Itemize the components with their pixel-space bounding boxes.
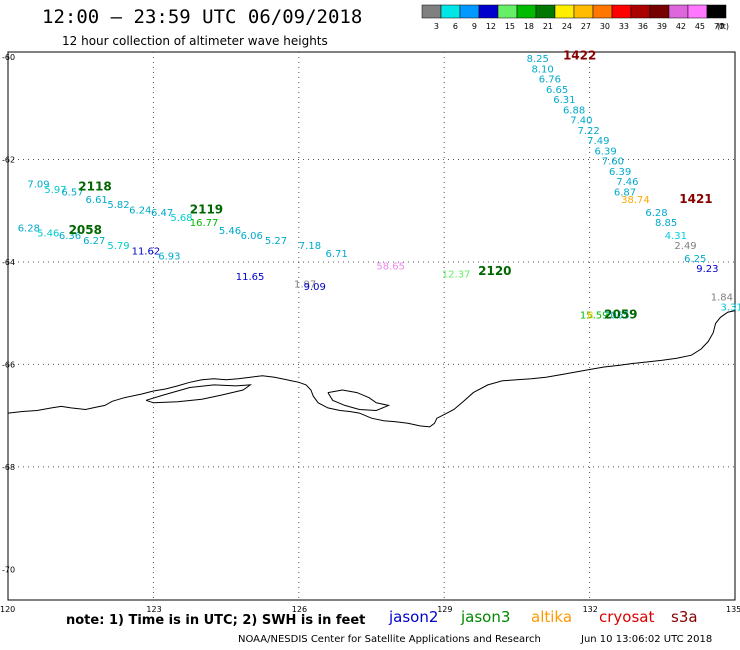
legend-swatch [479, 5, 498, 18]
generated-timestamp: Jun 10 13:06:02 UTC 2018 [581, 634, 712, 645]
longitude-label: 135 [726, 605, 740, 614]
legend-label: 33 [619, 22, 629, 31]
wave-height-label: 2.49 [674, 241, 696, 252]
latitude-label: -70 [2, 565, 15, 574]
satellite-label-jason3: jason3 [461, 608, 510, 626]
ice-shelf-outline [146, 385, 250, 403]
legend-swatch [422, 5, 441, 18]
legend-label: 6 [453, 22, 458, 31]
pass-time-label: 2058 [69, 223, 102, 237]
legend-label: 9 [472, 22, 477, 31]
latitude-label: -66 [2, 360, 15, 369]
legend-swatch [631, 5, 650, 18]
wave-height-label: 5.79 [107, 241, 129, 252]
legend-swatch [517, 5, 536, 18]
ice-shelf-outline [328, 390, 389, 411]
legend-label: 36 [638, 22, 648, 31]
wave-height-label: 5.46 [37, 228, 59, 239]
credit-line: NOAA/NESDIS Center for Satellite Applica… [238, 634, 541, 645]
legend-label: 15 [505, 22, 515, 31]
wave-height-label: 5.82 [107, 200, 129, 211]
satellite-label-cryosat: cryosat [599, 608, 654, 626]
coastline [8, 311, 735, 427]
satellite-label-s3a: s3a [671, 608, 698, 626]
legend-label: 24 [562, 22, 572, 31]
legend-swatch [593, 5, 612, 18]
legend-swatch [441, 5, 460, 18]
legend-swatch [555, 5, 574, 18]
units-note: note: 1) Time is in UTC; 2) SWH is in fe… [66, 613, 365, 628]
page-title: 12:00 – 23:59 UTC 06/09/2018 [42, 6, 362, 28]
wave-height-label: 6.27 [83, 236, 105, 247]
map-frame [8, 52, 735, 600]
legend-swatch [460, 5, 479, 18]
wave-height-label: 3.31 [720, 303, 740, 314]
legend-swatch [498, 5, 517, 18]
legend-label: 12 [486, 22, 496, 31]
wave-height-label: 7.18 [299, 241, 321, 252]
wave-height-label: 16.77 [190, 218, 219, 229]
legend-swatch [650, 5, 669, 18]
legend-label: 27 [581, 22, 591, 31]
wave-height-label: 9.23 [696, 264, 718, 275]
wave-height-label: 11.65 [236, 272, 265, 283]
legend-label: 18 [524, 22, 534, 31]
latitude-label: -60 [2, 53, 15, 62]
legend-label: 42 [676, 22, 686, 31]
pass-time-label: 2059 [604, 307, 637, 321]
latitude-label: -68 [2, 463, 15, 472]
wave-height-label: 58.65 [376, 262, 405, 273]
longitude-label: 132 [583, 605, 598, 614]
page-subtitle: 12 hour collection of altimeter wave hei… [62, 34, 328, 48]
legend-label: 39 [657, 22, 667, 31]
wave-height-label: 8 [587, 310, 593, 321]
legend-label: 30 [600, 22, 610, 31]
wave-height-label: 6.93 [158, 251, 180, 262]
pass-time-label: 2120 [478, 264, 511, 278]
legend-unit: (ft) [717, 22, 729, 31]
satellite-label-altika: altika [531, 608, 572, 626]
wave-height-label: 9.09 [304, 282, 326, 293]
legend-swatch [707, 5, 726, 18]
wave-height-label: 8.85 [655, 218, 677, 229]
wave-height-label: 38.74 [621, 195, 650, 206]
pass-time-label: 1421 [679, 192, 712, 206]
legend-swatch [536, 5, 555, 18]
wave-height-label: 6.06 [241, 231, 263, 242]
wave-height-label: 6.24 [129, 205, 151, 216]
longitude-label: 129 [437, 605, 452, 614]
satellite-label-jason2: jason2 [389, 608, 438, 626]
latitude-label: -64 [2, 258, 15, 267]
legend-swatch [688, 5, 707, 18]
altimeter-map-page: -60 -62 -64 -66 -68 -70 120 123 126 129 132 135 8.25… [0, 0, 740, 650]
wave-height-label: 5.27 [265, 236, 287, 247]
legend-swatch [574, 5, 593, 18]
pass-time-label: 1422 [563, 49, 596, 63]
legend-label: 21 [543, 22, 553, 31]
wave-height-label: 12.37 [442, 269, 471, 280]
legend-label: 45 [695, 22, 705, 31]
legend-swatch [669, 5, 688, 18]
longitude-label: 120 [0, 605, 15, 614]
pass-time-label: 2118 [78, 179, 111, 193]
legend-swatch [612, 5, 631, 18]
legend-label: 3 [434, 22, 439, 31]
latitude-label: -62 [2, 156, 15, 165]
wave-height-label: 5.46 [219, 226, 241, 237]
wave-height-label: 11.62 [132, 246, 161, 257]
wave-height-label: 6.61 [86, 195, 108, 206]
map-canvas: -60-62-64-66-68-70120 123 126 129 132 1358.25… [0, 0, 740, 650]
pass-time-label: 2119 [190, 202, 223, 216]
wave-height-label: 6.71 [325, 249, 347, 260]
